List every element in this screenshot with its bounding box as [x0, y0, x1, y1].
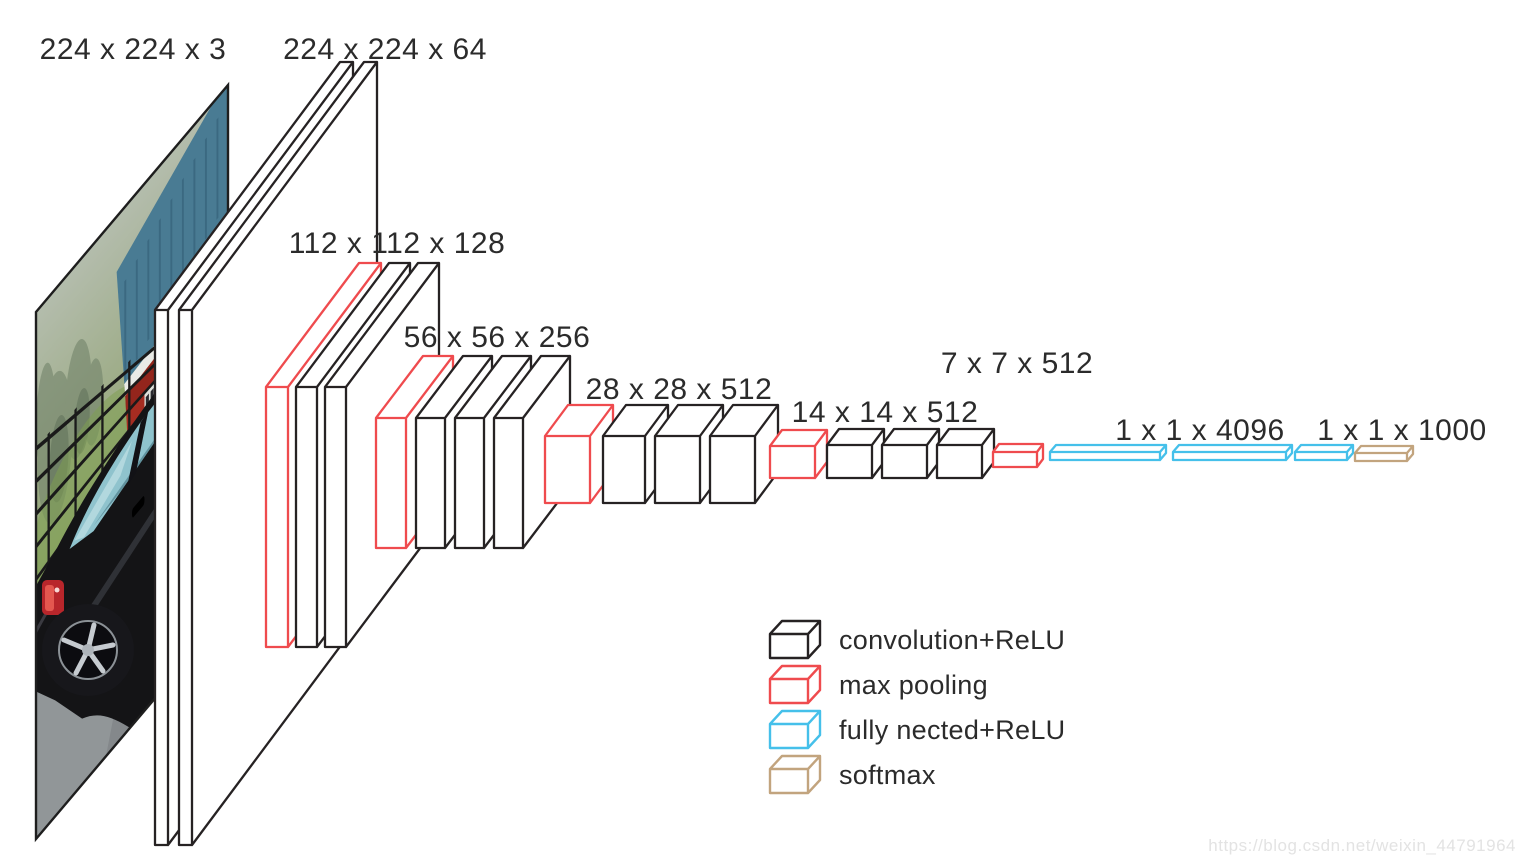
layer-box-conv — [708, 403, 780, 505]
legend-item-softmax: softmax — [768, 753, 936, 797]
car-door-handle — [132, 496, 145, 518]
softmax-box-icon — [768, 754, 822, 795]
layer-box-pool — [768, 428, 829, 480]
legend-label: softmax — [839, 759, 936, 790]
input-image — [34, 81, 230, 843]
dimension-label: 7 x 7 x 512 — [941, 347, 1093, 380]
barn-roof-corrugation — [124, 117, 219, 382]
dimension-label: 14 x 14 x 512 — [792, 396, 979, 429]
car-tail-light — [42, 580, 64, 615]
watermark: https://blog.csdn.net/weixin_44791964 — [1208, 836, 1516, 855]
layer-box-conv — [935, 427, 996, 480]
dimension-label: 224 x 224 x 64 — [283, 33, 487, 66]
layer-box-fc — [1171, 443, 1294, 462]
legend-item-convolution: convolution+ReLU — [768, 618, 1065, 662]
car-b-pillar — [127, 411, 149, 487]
layer-box-fc — [1293, 443, 1355, 462]
dimension-label: 112 x 112 x 128 — [289, 227, 506, 260]
convolution-box-icon — [768, 619, 822, 660]
dimension-label: 28 x 28 x 512 — [586, 373, 773, 406]
layer-boxes — [153, 60, 1415, 847]
dimension-label: 56 x 56 x 256 — [404, 321, 591, 354]
dimension-label: 1 x 1 x 1000 — [1317, 414, 1486, 447]
legend-label: fully nected+ReLU — [839, 714, 1066, 745]
dimension-label: 1 x 1 x 4096 — [1115, 414, 1284, 447]
legend-item-max-pooling: max pooling — [768, 663, 988, 707]
fully-connected-box-icon — [768, 709, 822, 750]
legend-label: convolution+ReLU — [839, 624, 1066, 655]
layer-box-conv — [880, 427, 941, 480]
dimension-labels: 224 x 224 x 3 224 x 224 x 64 112 x 112 x 1… — [40, 33, 1487, 447]
legend-label: max pooling — [839, 669, 988, 700]
layer-box-fc — [1048, 443, 1168, 462]
layer-box-conv — [825, 427, 886, 480]
dimension-label: 224 x 224 x 3 — [40, 33, 227, 66]
layer-box-pool — [991, 442, 1045, 469]
legend-item-fully-connected: fully nected+ReLU — [768, 708, 1065, 752]
max-pooling-box-icon — [768, 664, 822, 705]
layer-box-softmax — [1353, 444, 1415, 463]
car-wheel — [42, 604, 134, 696]
